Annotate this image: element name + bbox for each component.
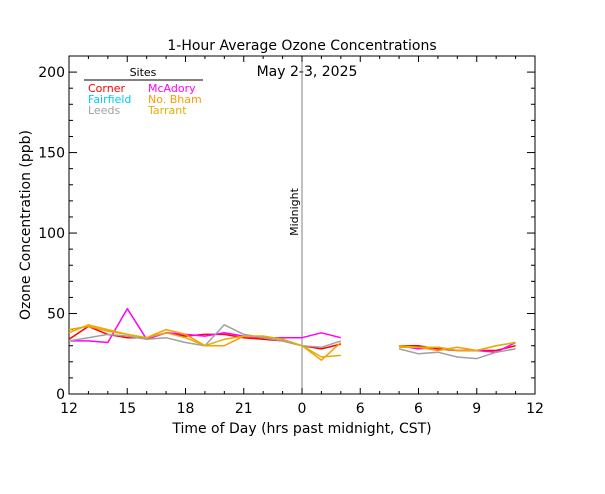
series-lines bbox=[68, 307, 516, 361]
x-tick-label: 12 bbox=[526, 401, 544, 417]
legend-entry-no-bham: No. Bham bbox=[148, 93, 202, 106]
legend-entry-fairfield: Fairfield bbox=[88, 93, 131, 106]
legend-entry-leeds: Leeds bbox=[88, 104, 120, 117]
x-tick-label: 15 bbox=[118, 401, 136, 417]
x-tick-label: 18 bbox=[177, 401, 195, 417]
midnight-label: Midnight bbox=[288, 187, 301, 236]
x-tick-label: 0 bbox=[298, 401, 307, 417]
legend-entry-mcadory: McAdory bbox=[148, 82, 196, 95]
series-line-tarrant bbox=[68, 324, 341, 358]
y-tick-label: 150 bbox=[38, 146, 65, 162]
legend-entry-tarrant: Tarrant bbox=[147, 104, 187, 117]
y-tick-label: 50 bbox=[47, 307, 65, 323]
y-tick-label: 100 bbox=[38, 226, 65, 242]
x-tick-label: 21 bbox=[235, 401, 253, 417]
x-tick-label: 6 bbox=[356, 401, 365, 417]
x-tick-label: 6 bbox=[414, 401, 423, 417]
legend-title: Sites bbox=[130, 66, 157, 79]
x-tick-label: 9 bbox=[472, 401, 481, 417]
series-line-tarrant bbox=[399, 341, 516, 352]
y-tick-label: 200 bbox=[38, 65, 65, 81]
x-axis-label: Time of Day (hrs past midnight, CST) bbox=[171, 421, 431, 437]
series-line-leeds bbox=[398, 348, 516, 360]
y-tick-label: 0 bbox=[56, 387, 65, 403]
chart-title: 1-Hour Average Ozone Concentrations bbox=[167, 38, 436, 54]
chart-subtitle: May 2-3, 2025 bbox=[257, 64, 358, 80]
series-line-mcadory bbox=[69, 307, 341, 344]
series-line-no-bham bbox=[68, 325, 342, 361]
legend-items: Corner McAdory Fairfield No. Bham Leeds Tarra… bbox=[88, 82, 202, 117]
y-axis-label: Ozone Concentration (ppb) bbox=[18, 130, 34, 320]
legend-entry-corner: Corner bbox=[88, 82, 125, 95]
x-tick-label: 12 bbox=[60, 401, 78, 417]
legend: Sites Corner McAdory Fairfield No. Bham Leed… bbox=[84, 66, 203, 117]
